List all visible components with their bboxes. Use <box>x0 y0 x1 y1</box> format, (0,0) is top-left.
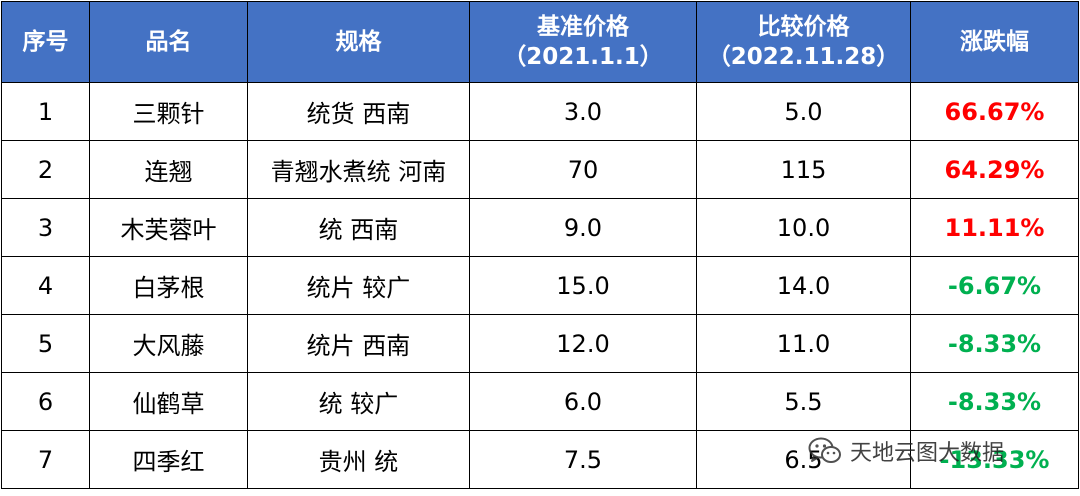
cell-change: 66.67% <box>910 82 1079 141</box>
header-compare-price: 比较价格 （2022.11.28） <box>696 1 911 83</box>
cell-base-price: 7.5 <box>469 430 697 489</box>
cell-base-price: 12.0 <box>469 314 697 373</box>
cell-change: -13.33% <box>910 430 1079 489</box>
cell-name: 仙鹤草 <box>89 372 248 431</box>
cell-number: 7 <box>1 430 90 489</box>
header-number: 序号 <box>1 1 90 83</box>
cell-spec: 统片 西南 <box>247 314 470 373</box>
cell-name: 大风藤 <box>89 314 248 373</box>
cell-compare-price: 10.0 <box>696 198 911 257</box>
cell-change: 64.29% <box>910 140 1079 199</box>
cell-spec: 统货 西南 <box>247 82 470 141</box>
cell-number: 3 <box>1 198 90 257</box>
cell-spec: 统片 较广 <box>247 256 470 315</box>
cell-base-price: 9.0 <box>469 198 697 257</box>
cell-spec: 统 西南 <box>247 198 470 257</box>
table-header-row: 序号 品名 规格 基准价格 （2021.1.1） 比较价格 （2022.11.2… <box>1 1 1079 83</box>
header-base-price: 基准价格 （2021.1.1） <box>469 1 697 83</box>
cell-base-price: 6.0 <box>469 372 697 431</box>
cell-base-price: 15.0 <box>469 256 697 315</box>
cell-compare-price: 6.5 <box>696 430 911 489</box>
header-change: 涨跌幅 <box>910 1 1079 83</box>
cell-number: 1 <box>1 82 90 141</box>
cell-base-price: 3.0 <box>469 82 697 141</box>
cell-change: -8.33% <box>910 314 1079 373</box>
cell-spec: 贵州 统 <box>247 430 470 489</box>
cell-compare-price: 14.0 <box>696 256 911 315</box>
cell-name: 木芙蓉叶 <box>89 198 248 257</box>
cell-compare-price: 5.5 <box>696 372 911 431</box>
header-name: 品名 <box>89 1 248 83</box>
cell-number: 6 <box>1 372 90 431</box>
table-row: 1 三颗针 统货 西南 3.0 5.0 66.67% <box>1 82 1079 141</box>
cell-change: 11.11% <box>910 198 1079 257</box>
cell-spec: 统 较广 <box>247 372 470 431</box>
cell-number: 5 <box>1 314 90 373</box>
cell-name: 四季红 <box>89 430 248 489</box>
cell-change: -6.67% <box>910 256 1079 315</box>
cell-compare-price: 115 <box>696 140 911 199</box>
table-row: 2 连翘 青翘水煮统 河南 70 115 64.29% <box>1 140 1079 199</box>
cell-name: 三颗针 <box>89 82 248 141</box>
table-row: 4 白茅根 统片 较广 15.0 14.0 -6.67% <box>1 256 1079 315</box>
cell-number: 2 <box>1 140 90 199</box>
cell-spec: 青翘水煮统 河南 <box>247 140 470 199</box>
cell-name: 白茅根 <box>89 256 248 315</box>
table-row: 6 仙鹤草 统 较广 6.0 5.5 -8.33% <box>1 372 1079 431</box>
table-row: 7 四季红 贵州 统 7.5 6.5 -13.33% <box>1 430 1079 489</box>
table-row: 5 大风藤 统片 西南 12.0 11.0 -8.33% <box>1 314 1079 373</box>
cell-change: -8.33% <box>910 372 1079 431</box>
cell-base-price: 70 <box>469 140 697 199</box>
table-row: 3 木芙蓉叶 统 西南 9.0 10.0 11.11% <box>1 198 1079 257</box>
cell-number: 4 <box>1 256 90 315</box>
cell-compare-price: 11.0 <box>696 314 911 373</box>
cell-name: 连翘 <box>89 140 248 199</box>
cell-compare-price: 5.0 <box>696 82 911 141</box>
header-spec: 规格 <box>247 1 470 83</box>
